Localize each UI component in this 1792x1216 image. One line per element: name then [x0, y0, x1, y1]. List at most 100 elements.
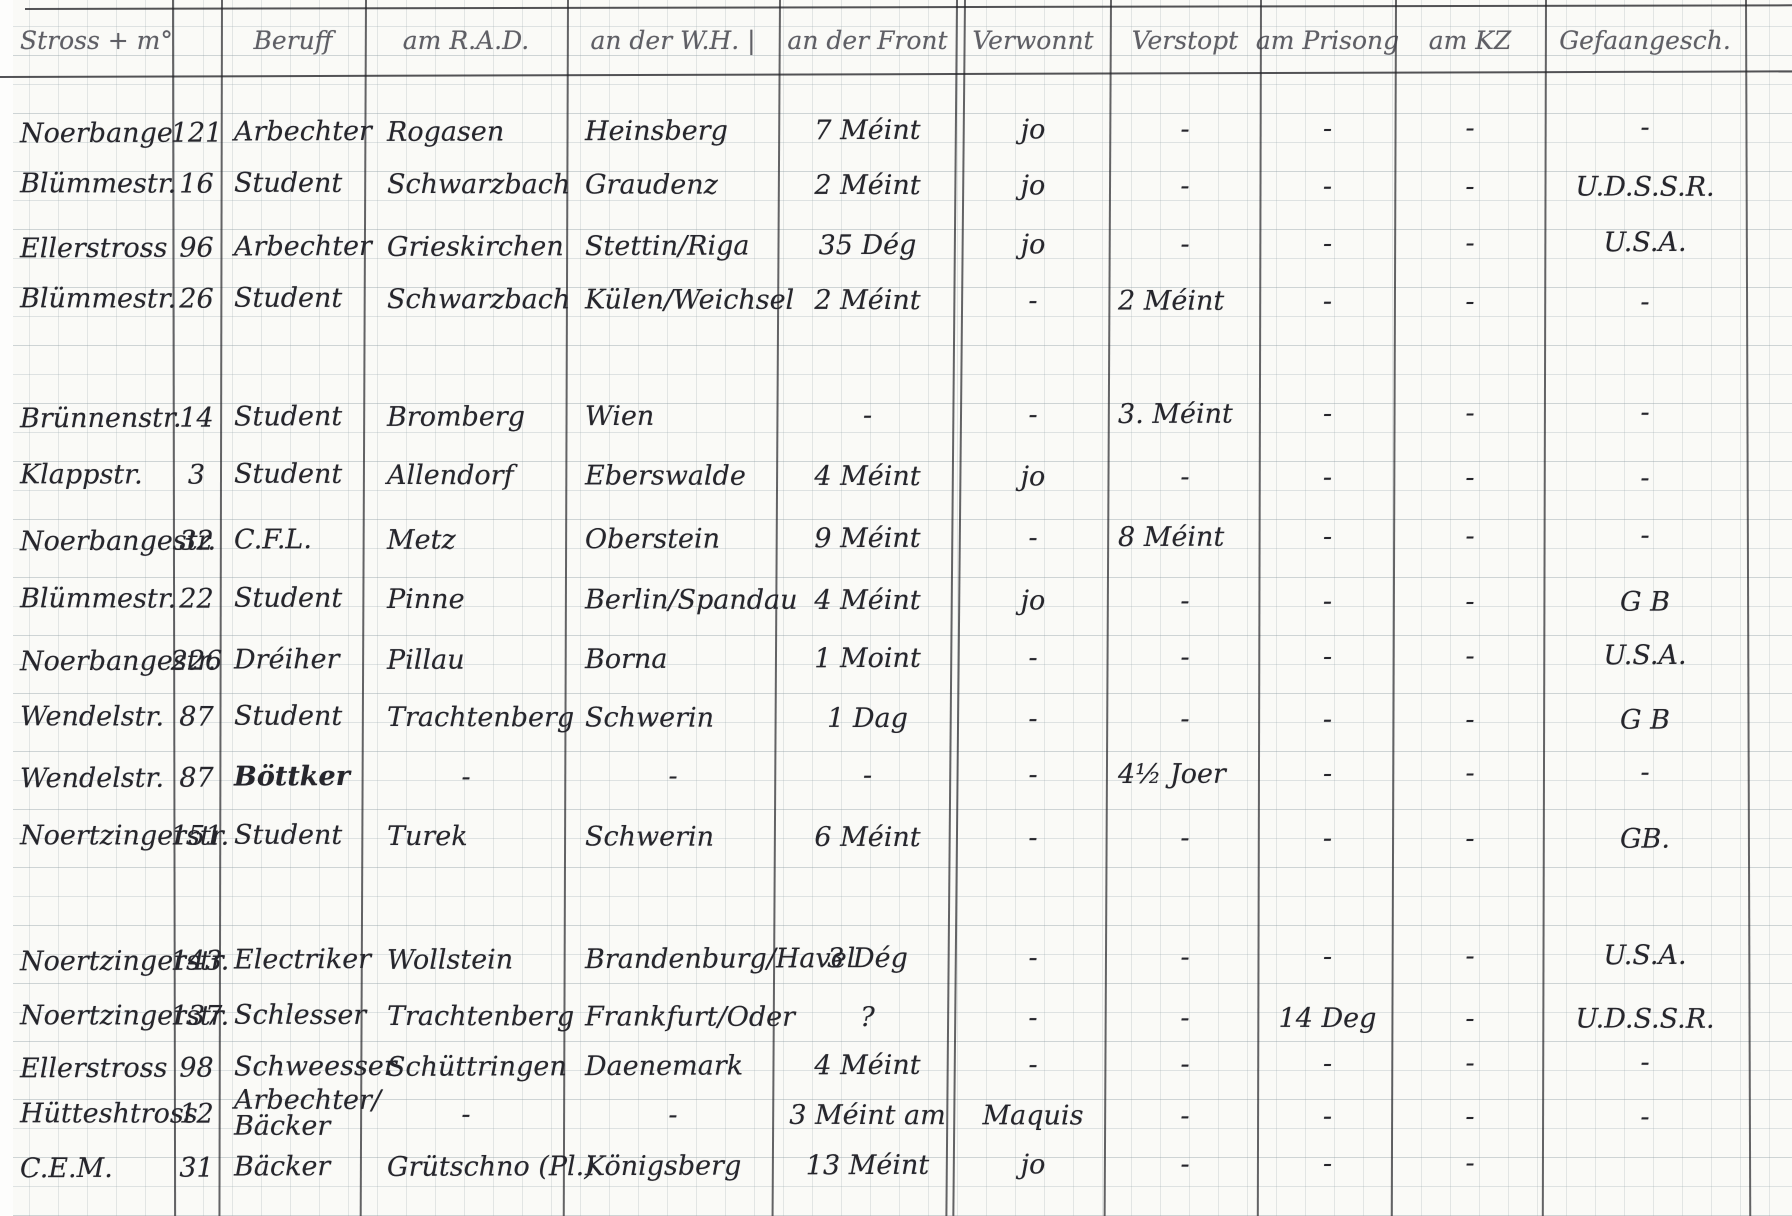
cell-wh: Schwerin: [584, 820, 715, 853]
cell-no: 87: [179, 701, 214, 733]
table-row: Noerbangestr. 226 Dréiher Pillau Borna 1 Moin…: [0, 631, 1745, 686]
scan-margin: [0, 0, 13, 1216]
column-header-gef: Gefaangesch.: [1559, 25, 1731, 55]
cell-prisong: -: [1322, 285, 1333, 317]
cell-wh: Frankfurt/Oder: [584, 1000, 796, 1033]
cell-wh: Schwerin: [584, 701, 715, 734]
cell-beruff: Student: [233, 167, 343, 200]
table-row: Wendelstr. 87 Böttker - - - - 4½ Joer - - -: [0, 748, 1745, 803]
header-rule-line: [0, 70, 1792, 78]
table-row: Noerbangestr. 32 C.F.L. Metz Oberstein 9 Méin…: [0, 511, 1745, 566]
cell-street: Ellerstross: [19, 1052, 168, 1084]
cell-verstopt: -: [1180, 585, 1190, 617]
cell-prisong: -: [1322, 822, 1333, 854]
cell-beruff: Bäcker: [233, 1151, 331, 1183]
cell-verwonnt: -: [1028, 398, 1038, 430]
cell-no: 22: [179, 583, 214, 615]
cell-beruff: Student: [233, 582, 343, 615]
cell-prisong: -: [1322, 1147, 1333, 1179]
cell-kz: -: [1465, 940, 1475, 972]
cell-gef: -: [1640, 756, 1650, 788]
cell-verwonnt: jo: [1020, 460, 1046, 492]
cell-prisong: -: [1322, 703, 1333, 735]
cell-gef: -: [1640, 1046, 1650, 1078]
cell-verstopt: 4½ Joer: [1117, 758, 1226, 790]
cell-verstopt: -: [1180, 1148, 1190, 1180]
column-header-no: [172, 16, 221, 64]
cell-rad: Bromberg: [386, 400, 526, 433]
cell-kz: -: [1465, 640, 1475, 672]
cell-verwonnt: jo: [1020, 169, 1046, 201]
cell-rad: Trachtenberg: [386, 701, 575, 733]
cell-rad: Trachtenberg: [386, 1000, 575, 1032]
cell-front: 4 Méint: [814, 584, 921, 616]
cell-front: 1 Moint: [814, 642, 921, 674]
cell-beruff: C.F.L.: [233, 524, 312, 556]
cell-beruff: Arbechter: [233, 231, 372, 263]
cell-prisong: -: [1322, 1047, 1333, 1079]
cell-prisong: -: [1322, 1100, 1333, 1132]
column-header-beruff: Beruff: [253, 25, 333, 55]
table-row: Noertzingerstr. 143 Electriker Wollstein Bra…: [0, 931, 1745, 986]
cell-verstopt: 2 Méint: [1117, 285, 1225, 317]
cell-verwonnt: -: [1028, 941, 1038, 973]
column-header-front: an der Front: [787, 25, 948, 55]
cell-verstopt: -: [1180, 941, 1190, 973]
cell-gef: U.S.A.: [1603, 226, 1687, 258]
cell-kz: -: [1465, 461, 1475, 493]
table-row: Blümmestr. 22 Student Pinne Berlin/Spandau 4 …: [0, 574, 1745, 626]
cell-gef: -: [1640, 111, 1650, 143]
cell-wh: Oberstein: [584, 523, 721, 555]
cell-beruff: Student: [233, 401, 343, 433]
cell-prisong: -: [1322, 170, 1333, 202]
cell-verstopt: -: [1180, 1048, 1190, 1080]
cell-gef: [1545, 1138, 1745, 1187]
table-row: Blümmestr. 26 Student Schwarzbach Külen/Weic…: [0, 274, 1745, 326]
cell-kz: -: [1465, 585, 1475, 617]
cell-verwonnt: -: [1028, 284, 1038, 316]
cell-prisong: -: [1322, 112, 1333, 144]
cell-verstopt: -: [1180, 1002, 1190, 1034]
cell-front: 35 Dég: [818, 229, 917, 261]
cell-street: Ellerstross: [19, 232, 168, 264]
cell-wh: Heinsberg: [584, 115, 728, 147]
cell-prisong: -: [1322, 520, 1333, 552]
cell-prisong: -: [1322, 227, 1333, 259]
cell-rad: Grieskirchen: [386, 230, 564, 263]
cell-kz: -: [1465, 1047, 1475, 1079]
cell-front: 1 Dag: [827, 702, 908, 734]
cell-prisong: -: [1322, 585, 1333, 617]
cell-wh: Stettin/Riga: [584, 229, 750, 262]
cell-verwonnt: -: [1028, 641, 1038, 673]
cell-verwonnt: -: [1028, 821, 1038, 853]
cell-kz: -: [1465, 285, 1475, 317]
table-header-row: Stross + m° Beruff am R.A.D. an der W.H. | a…: [0, 16, 1745, 64]
cell-prisong: -: [1322, 640, 1333, 672]
cell-street: Klappstr.: [19, 458, 143, 490]
header-rule-line: [24, 4, 1792, 10]
cell-verstopt: -: [1180, 113, 1190, 145]
cell-verstopt: 3. Méint: [1117, 398, 1233, 430]
cell-beruff: Student: [233, 458, 343, 491]
table-row: Hütteshtross 12 Arbechter/ Bäcker - - 3 Méint…: [0, 1085, 1745, 1142]
column-header-wh: an der W.H. |: [590, 25, 756, 55]
cell-street: Brünnenstr.: [19, 402, 182, 434]
cell-street: Blümmestr.: [19, 582, 177, 615]
cell-rad: Pinne: [386, 583, 465, 615]
cell-no: 96: [179, 232, 214, 264]
cell-front: -: [862, 399, 873, 431]
table-row: Brünnenstr. 14 Student Bromberg Wien - - 3. Méi…: [0, 388, 1745, 443]
column-header-rad: am R.A.D.: [402, 25, 530, 55]
cell-prisong: 14 Deg: [1278, 1002, 1377, 1034]
cell-verstopt: -: [1180, 703, 1190, 735]
cell-no: 16: [179, 168, 214, 200]
cell-verstopt: -: [1180, 822, 1190, 854]
cell-rad: Turek: [386, 820, 468, 852]
cell-wh: Graudenz: [584, 168, 718, 201]
cell-verstopt: -: [1180, 1100, 1190, 1132]
cell-wh: Daenemark: [584, 1049, 744, 1082]
cell-beruff: Dréiher: [233, 644, 340, 676]
cell-no: 98: [179, 1052, 214, 1084]
cell-street: Noerbangestr.: [19, 525, 217, 557]
cell-beruff: Student: [233, 282, 343, 315]
